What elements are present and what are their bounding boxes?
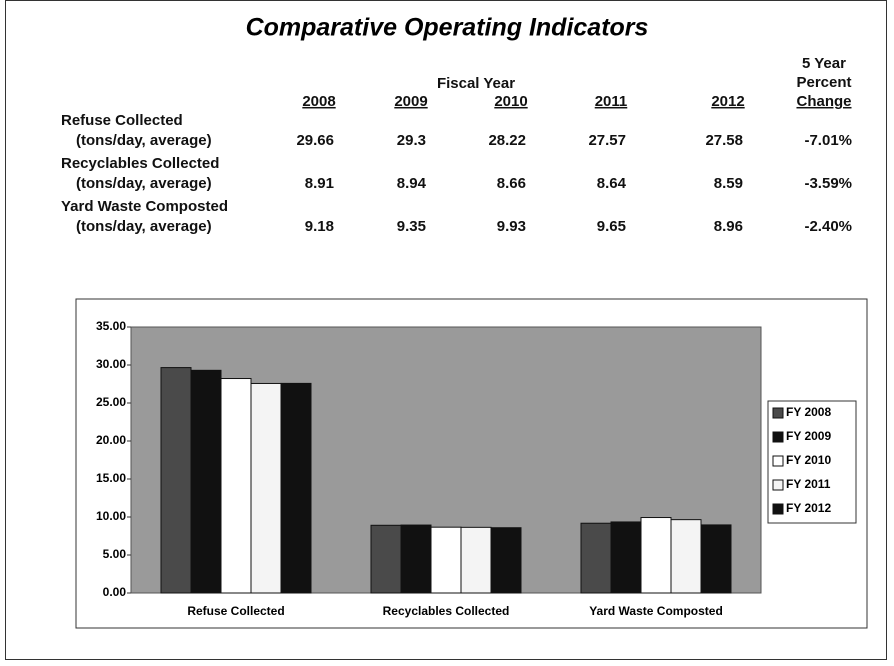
cell: -3.59% [804, 175, 852, 192]
column-header: Percent [796, 74, 851, 91]
cell: 8.59 [714, 175, 743, 192]
bar [490, 527, 522, 594]
row-label: Recyclables Collected [61, 155, 219, 172]
cell: 9.93 [497, 218, 526, 235]
y-tick-label: 25.00 [96, 395, 126, 409]
column-header: 2011 [595, 93, 628, 110]
cell: 8.64 [597, 175, 627, 192]
legend-label: FY 2012 [786, 501, 831, 515]
y-tick-label: 10.00 [96, 509, 126, 523]
row-label: (tons/day, average) [76, 132, 212, 149]
title: Comparative Operating Indicators [246, 14, 649, 42]
y-tick-label: 30.00 [96, 357, 126, 371]
cell: 27.58 [705, 132, 743, 149]
y-tick-label: 35.00 [96, 319, 126, 333]
y-tick-label: 0.00 [103, 585, 127, 599]
bar [700, 524, 732, 594]
legend-label: FY 2010 [786, 453, 831, 467]
x-tick-label: Refuse Collected [187, 604, 284, 618]
bar [250, 382, 282, 594]
cell: 9.18 [305, 218, 334, 235]
y-tick-label: 5.00 [103, 547, 127, 561]
legend-label: FY 2011 [786, 477, 831, 491]
cell: 29.3 [397, 132, 426, 149]
bar [460, 526, 492, 594]
bar [670, 519, 702, 594]
bar [220, 378, 252, 594]
cell: 9.35 [397, 218, 426, 235]
bar [400, 524, 432, 594]
document: Comparative Operating Indicators Fiscal … [61, 14, 868, 629]
bar [280, 382, 312, 594]
cell: -7.01% [804, 132, 852, 149]
cell: 9.65 [597, 218, 626, 235]
row-label: Yard Waste Composted [61, 198, 228, 215]
bar [160, 367, 192, 594]
bar [430, 526, 462, 594]
cell: 8.96 [714, 218, 743, 235]
column-header: 2012 [711, 93, 744, 110]
legend-swatch [772, 431, 784, 443]
legend-swatch [772, 479, 784, 491]
bar [190, 369, 222, 594]
row-label: Refuse Collected [61, 112, 183, 129]
cell: 28.22 [488, 132, 526, 149]
y-tick-label: 20.00 [96, 433, 126, 447]
cell: 8.94 [397, 175, 427, 192]
column-header: 5 Year [802, 55, 846, 72]
x-tick-label: Recyclables Collected [383, 604, 510, 618]
cell: 8.66 [497, 175, 526, 192]
legend-swatch [772, 407, 784, 419]
legend-swatch [772, 455, 784, 467]
row-label: (tons/day, average) [76, 218, 212, 235]
bar [370, 524, 402, 594]
column-header: 2008 [302, 93, 335, 110]
row-label: (tons/day, average) [76, 175, 212, 192]
legend-label: FY 2008 [786, 405, 831, 419]
page: Comparative Operating Indicators Fiscal … [5, 0, 887, 660]
legend-label: FY 2009 [786, 429, 831, 443]
column-header: 2009 [394, 93, 427, 110]
cell: -2.40% [804, 218, 852, 235]
column-header: 2010 [494, 93, 527, 110]
bar [610, 521, 642, 594]
column-header: Change [796, 93, 851, 110]
x-tick-label: Yard Waste Composted [589, 604, 723, 618]
cell: 29.66 [296, 132, 334, 149]
legend-swatch [772, 503, 784, 515]
y-tick-label: 15.00 [96, 471, 126, 485]
bar [580, 522, 612, 594]
group-header: Fiscal Year [437, 75, 515, 92]
cell: 27.57 [588, 132, 626, 149]
bar [640, 517, 672, 594]
cell: 8.91 [305, 175, 334, 192]
